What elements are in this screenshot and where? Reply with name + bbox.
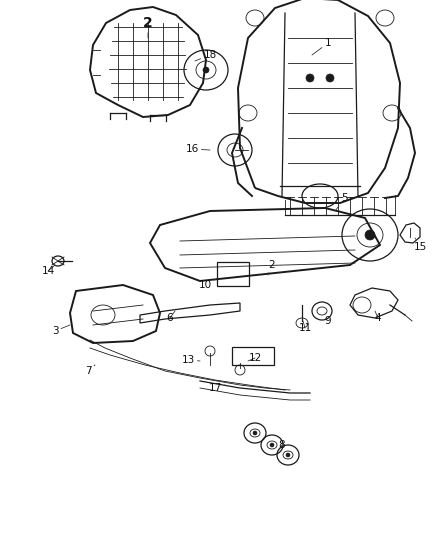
Text: 2: 2 [268, 260, 276, 275]
Text: 3: 3 [52, 325, 70, 336]
Bar [232, 347, 274, 365]
Text: 2: 2 [143, 16, 153, 38]
Text: 5: 5 [335, 193, 348, 211]
Ellipse shape [286, 453, 290, 457]
Text: 14: 14 [41, 265, 55, 276]
Ellipse shape [326, 74, 334, 82]
Ellipse shape [306, 74, 314, 82]
Text: 4: 4 [374, 311, 381, 323]
Text: 17: 17 [208, 383, 225, 393]
Ellipse shape [270, 443, 274, 447]
Text: 13: 13 [181, 355, 200, 365]
Text: 12: 12 [248, 353, 261, 363]
Text: 11: 11 [298, 321, 311, 333]
Ellipse shape [253, 431, 257, 435]
Text: 8: 8 [278, 440, 285, 451]
Text: 7: 7 [85, 365, 95, 376]
Ellipse shape [365, 230, 375, 240]
Text: 15: 15 [413, 238, 427, 252]
Ellipse shape [203, 67, 209, 73]
Text: 16: 16 [185, 144, 210, 154]
Text: 1: 1 [312, 38, 331, 55]
Text: 18: 18 [195, 50, 217, 61]
Text: 10: 10 [198, 278, 218, 290]
Text: 6: 6 [167, 311, 175, 323]
Text: 9: 9 [325, 313, 331, 326]
